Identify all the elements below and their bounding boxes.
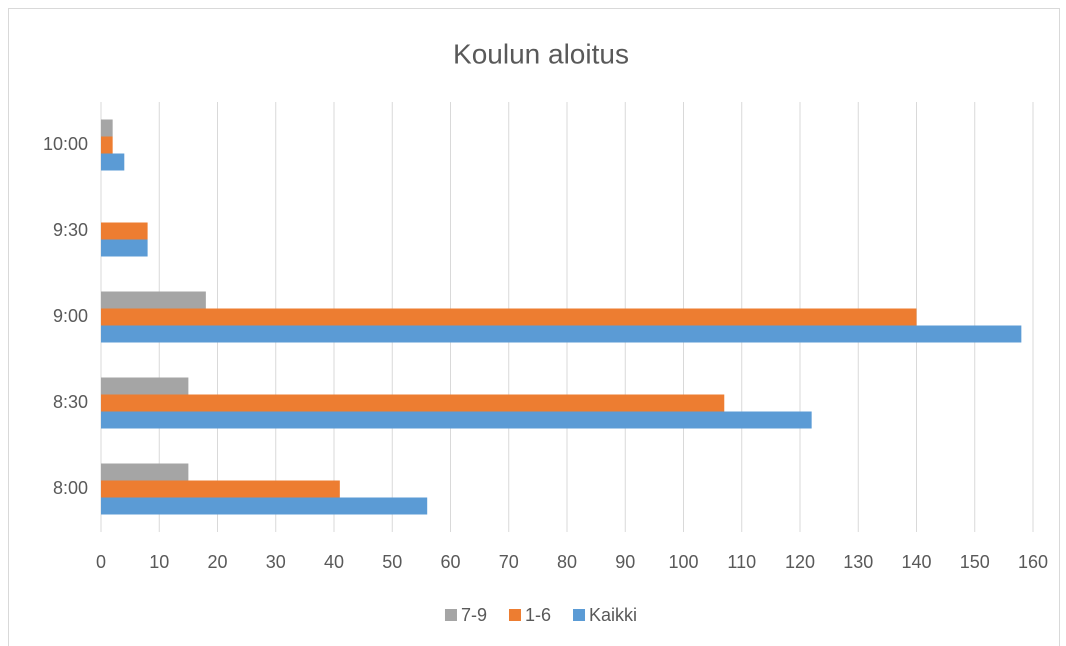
legend-swatch: [573, 609, 586, 621]
bar: [101, 291, 206, 309]
legend-label: 7-9: [461, 605, 487, 625]
chart-border: [8, 8, 1060, 646]
y-tick-label: 8:30: [53, 392, 88, 412]
x-tick-label: 40: [324, 552, 344, 572]
y-tick-label: 9:30: [53, 220, 88, 240]
x-tick-label: 60: [440, 552, 460, 572]
legend: 7-9 1-6 Kaikki: [444, 605, 637, 625]
x-tick-label: 50: [382, 552, 402, 572]
bar: [101, 136, 113, 154]
x-tick-label: 70: [499, 552, 519, 572]
y-tick-label: 10:00: [43, 134, 88, 154]
x-tick-label: 20: [207, 552, 227, 572]
legend-swatch: [508, 609, 521, 621]
x-tick-label: 30: [266, 552, 286, 572]
chart-title: Koulun aloitus: [453, 38, 629, 69]
x-tick-label: 100: [668, 552, 698, 572]
legend-swatch: [444, 609, 457, 621]
bar: [101, 411, 812, 429]
legend-label: 1-6: [525, 605, 551, 625]
y-tick-label: 8:00: [53, 478, 88, 498]
bar: [101, 119, 113, 137]
x-tick-label: 110: [727, 552, 756, 572]
bar: [101, 463, 189, 481]
x-tick-label: 130: [843, 552, 873, 572]
x-tick-label: 0: [96, 552, 106, 572]
x-tick-label: 120: [785, 552, 815, 572]
bar: [101, 480, 340, 498]
bar: [101, 308, 917, 326]
x-tick-label: 90: [615, 552, 635, 572]
x-tick-label: 160: [1018, 552, 1048, 572]
y-tick-label: 9:00: [53, 306, 88, 326]
legend-label: Kaikki: [589, 605, 637, 625]
bar: [101, 239, 148, 257]
bar: [101, 394, 725, 412]
x-tick-label: 150: [960, 552, 990, 572]
x-tick-label: 10: [149, 552, 169, 572]
bar: [101, 222, 148, 240]
bar: [101, 377, 189, 395]
bar: [101, 325, 1022, 343]
bar: [101, 153, 125, 171]
bar: [101, 497, 428, 515]
x-tick-label: 140: [901, 552, 931, 572]
x-tick-label: 80: [557, 552, 577, 572]
